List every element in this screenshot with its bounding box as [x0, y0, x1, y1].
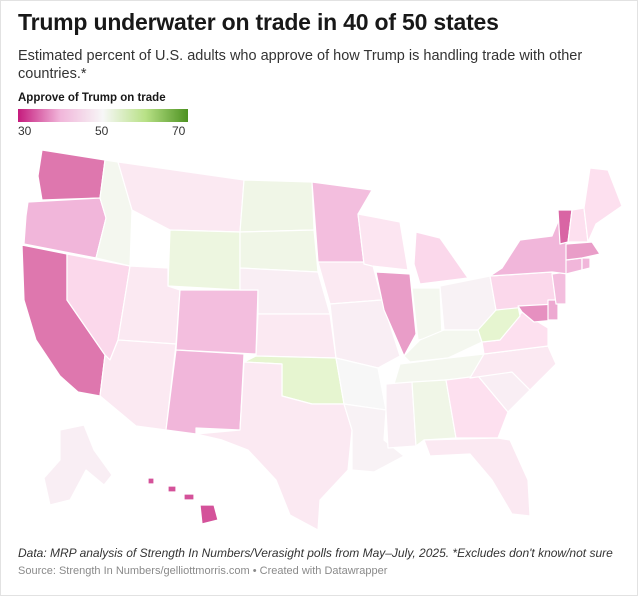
- state-mo[interactable]: [329, 299, 401, 369]
- state-ms[interactable]: [385, 381, 417, 449]
- state-sd[interactable]: [239, 229, 319, 273]
- state-me[interactable]: [583, 167, 623, 243]
- state-ks[interactable]: [255, 313, 337, 359]
- legend-mid-label: 50: [95, 124, 109, 138]
- state-de[interactable]: [547, 299, 559, 321]
- chart-subtitle: Estimated percent of U.S. adults who app…: [18, 48, 583, 82]
- legend-max-label: 70: [172, 124, 186, 138]
- state-wy[interactable]: [167, 229, 241, 291]
- state-tx[interactable]: [195, 361, 353, 531]
- state-hi[interactable]: [147, 477, 219, 525]
- state-il[interactable]: [375, 271, 417, 357]
- state-nm[interactable]: [165, 349, 245, 435]
- state-az[interactable]: [99, 339, 177, 431]
- legend-title: Approve of Trump on trade: [18, 92, 166, 104]
- chart-notes: Data: MRP analysis of Strength In Number…: [18, 546, 613, 560]
- state-fl[interactable]: [423, 437, 531, 517]
- state-mi[interactable]: [413, 231, 469, 285]
- chart-title: Trump underwater on trade in 40 of 50 st…: [18, 9, 499, 35]
- state-co[interactable]: [175, 289, 259, 355]
- state-ma[interactable]: [565, 241, 601, 261]
- state-ri[interactable]: [581, 257, 591, 271]
- state-mt[interactable]: [117, 161, 245, 233]
- chart-source: Source: Strength In Numbers/gelliottmorr…: [18, 565, 388, 577]
- state-nd[interactable]: [239, 179, 315, 233]
- legend-min-label: 30: [18, 124, 32, 138]
- state-wa[interactable]: [37, 149, 106, 201]
- us-state-map: [21, 149, 623, 531]
- state-wi[interactable]: [357, 213, 409, 271]
- state-ia[interactable]: [317, 261, 383, 305]
- state-ct[interactable]: [565, 257, 583, 275]
- legend-color-bar: [18, 109, 188, 122]
- state-ak[interactable]: [43, 424, 113, 506]
